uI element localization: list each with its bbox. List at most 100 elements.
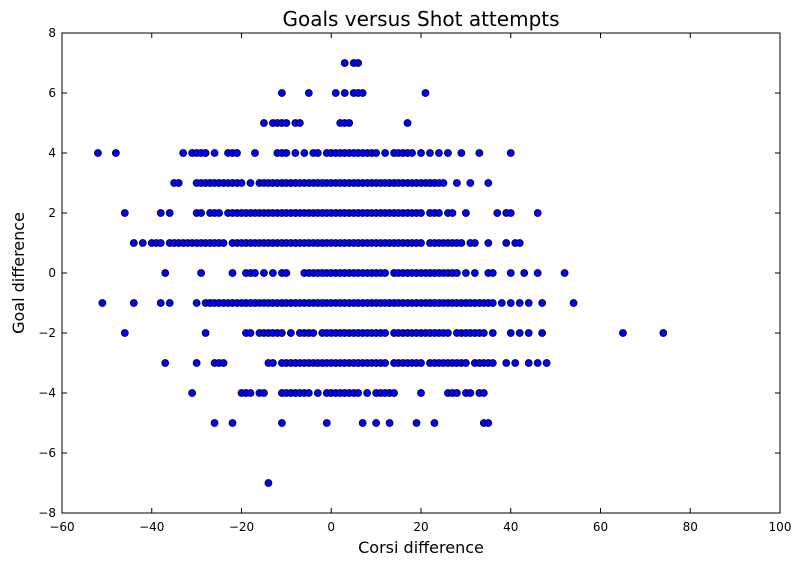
data-point bbox=[354, 389, 363, 397]
data-point bbox=[251, 269, 259, 277]
y-tick-label: 6 bbox=[48, 86, 56, 100]
data-point bbox=[197, 269, 206, 277]
data-point bbox=[94, 149, 102, 157]
data-point bbox=[497, 299, 506, 307]
data-point bbox=[340, 89, 349, 97]
y-tick-label: −8 bbox=[38, 506, 56, 520]
data-point bbox=[524, 329, 533, 337]
data-point bbox=[381, 359, 390, 367]
data-point bbox=[219, 359, 228, 367]
data-point bbox=[417, 149, 425, 157]
data-point bbox=[408, 149, 416, 157]
data-point bbox=[421, 89, 430, 97]
data-point bbox=[533, 359, 542, 367]
data-point bbox=[120, 209, 129, 217]
data-point bbox=[179, 149, 188, 157]
data-point bbox=[412, 419, 421, 427]
data-point bbox=[358, 419, 367, 427]
x-tick-label: −20 bbox=[229, 520, 254, 534]
x-tick-label: 100 bbox=[769, 520, 792, 534]
data-point bbox=[466, 389, 475, 397]
data-point bbox=[210, 419, 219, 427]
data-point bbox=[506, 329, 515, 337]
data-point bbox=[493, 209, 502, 217]
data-point bbox=[246, 179, 255, 187]
data-point bbox=[466, 179, 475, 187]
data-point bbox=[322, 419, 331, 427]
y-tick-label: 4 bbox=[48, 146, 56, 160]
data-point bbox=[340, 59, 349, 67]
x-tick-label: 0 bbox=[327, 520, 335, 534]
data-point bbox=[461, 269, 470, 277]
data-point bbox=[313, 149, 322, 157]
data-point bbox=[390, 389, 398, 397]
data-points bbox=[94, 59, 668, 487]
data-point bbox=[461, 359, 470, 367]
data-point bbox=[470, 239, 479, 247]
data-point bbox=[277, 89, 286, 97]
data-point bbox=[165, 299, 174, 307]
data-point bbox=[511, 359, 520, 367]
data-point bbox=[129, 239, 138, 247]
data-point bbox=[277, 419, 286, 427]
x-axis-ticks: −60 −40 −20 0 20 40 60 80 100 bbox=[49, 33, 791, 534]
data-point bbox=[515, 299, 524, 307]
data-point bbox=[435, 209, 443, 217]
data-point bbox=[358, 89, 367, 97]
y-axis-label: Goal difference bbox=[9, 212, 28, 334]
data-point bbox=[192, 299, 201, 307]
y-tick-label: −2 bbox=[38, 326, 56, 340]
data-point bbox=[201, 329, 210, 337]
data-point bbox=[345, 119, 354, 127]
data-point bbox=[246, 329, 255, 337]
data-point bbox=[417, 359, 425, 367]
data-point bbox=[304, 89, 313, 97]
data-point bbox=[426, 149, 434, 157]
y-tick-label: 0 bbox=[48, 266, 56, 280]
data-point bbox=[313, 389, 322, 397]
data-point bbox=[269, 269, 277, 277]
data-point bbox=[156, 299, 165, 307]
y-axis-ticks: −8 −6 −4 −2 0 2 4 6 8 bbox=[38, 26, 780, 520]
data-point bbox=[300, 149, 309, 157]
data-point bbox=[304, 389, 313, 397]
data-point bbox=[381, 149, 390, 157]
data-point bbox=[385, 419, 394, 427]
data-point bbox=[129, 299, 138, 307]
data-point bbox=[435, 149, 443, 157]
data-point bbox=[161, 359, 170, 367]
data-point bbox=[502, 239, 511, 247]
data-point bbox=[538, 329, 547, 337]
data-point bbox=[515, 329, 524, 337]
data-point bbox=[475, 149, 484, 157]
data-point bbox=[228, 269, 237, 277]
data-point bbox=[219, 239, 228, 247]
data-point bbox=[161, 269, 170, 277]
data-point bbox=[417, 209, 425, 217]
data-point bbox=[506, 269, 515, 277]
data-point bbox=[502, 359, 511, 367]
data-point bbox=[246, 389, 255, 397]
data-point bbox=[560, 269, 569, 277]
data-point bbox=[520, 269, 529, 277]
data-point bbox=[215, 209, 223, 217]
data-point bbox=[569, 299, 578, 307]
data-point bbox=[484, 179, 493, 187]
data-point bbox=[452, 179, 461, 187]
data-point bbox=[174, 179, 183, 187]
data-point bbox=[417, 389, 425, 397]
data-point bbox=[291, 149, 300, 157]
data-point bbox=[444, 329, 452, 337]
data-point bbox=[488, 329, 497, 337]
data-point bbox=[282, 149, 291, 157]
data-point bbox=[372, 419, 381, 427]
data-point bbox=[533, 209, 542, 217]
data-point bbox=[448, 209, 457, 217]
data-point bbox=[619, 329, 627, 337]
data-point bbox=[452, 269, 461, 277]
data-point bbox=[295, 119, 304, 127]
data-point bbox=[479, 329, 488, 337]
data-point bbox=[506, 299, 515, 307]
data-point bbox=[533, 269, 542, 277]
